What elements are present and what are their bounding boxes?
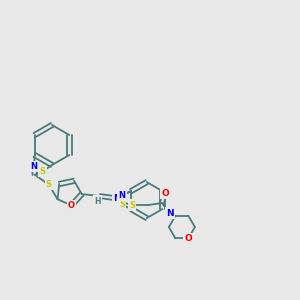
Text: O: O <box>161 189 169 198</box>
Text: S: S <box>129 201 135 210</box>
Text: N: N <box>166 208 174 217</box>
Text: S: S <box>46 180 52 189</box>
Text: S: S <box>119 200 125 209</box>
Text: N: N <box>31 162 38 171</box>
Text: H: H <box>94 196 101 206</box>
Text: N: N <box>118 191 125 200</box>
Text: S: S <box>40 167 46 176</box>
Text: O: O <box>184 234 192 243</box>
Text: N: N <box>113 194 121 202</box>
Text: O: O <box>68 201 75 210</box>
